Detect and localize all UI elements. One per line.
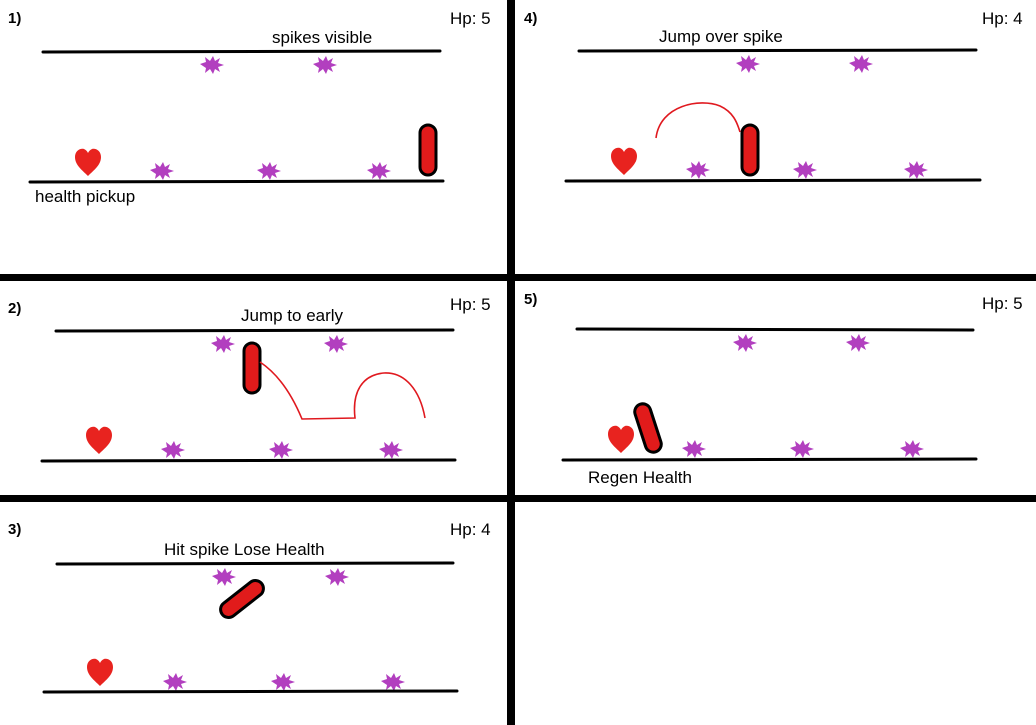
heart-icon <box>87 658 113 686</box>
spike-icon <box>790 440 814 458</box>
spike-icon <box>313 56 337 74</box>
heart-icon <box>75 148 101 176</box>
spike-icon <box>367 162 391 180</box>
spike-icon <box>686 161 710 179</box>
ceiling-line <box>575 327 975 332</box>
spike-icon <box>379 441 403 459</box>
horizontal-divider-top <box>0 274 1036 281</box>
player-icon <box>633 402 663 454</box>
heart-icon <box>608 425 634 453</box>
hp-readout: Hp: 5 <box>982 294 1023 313</box>
player-icon <box>242 341 262 395</box>
panel-footer-label: Regen Health <box>588 468 692 487</box>
spike-icon <box>733 334 757 352</box>
panel-caption: Hit spike Lose Health <box>164 540 325 559</box>
heart-icon <box>86 426 112 454</box>
panel-caption: Jump to early <box>241 306 344 325</box>
spike-icon <box>324 335 348 353</box>
player-icon <box>418 123 438 177</box>
spike-icon <box>150 162 174 180</box>
ceiling-line <box>577 48 978 53</box>
panel-3: 3) Hp: 4 Hit spike Lose Health <box>8 520 491 694</box>
spike-icon <box>793 161 817 179</box>
hp-readout: Hp: 5 <box>450 295 491 314</box>
panel-caption: Jump over spike <box>659 27 783 46</box>
spike-icon <box>325 568 349 586</box>
horizontal-divider-bottom <box>0 495 1036 502</box>
spike-icon <box>161 441 185 459</box>
floor-line <box>28 179 445 184</box>
spike-icon <box>163 673 187 691</box>
panel-number: 2) <box>8 300 21 317</box>
hp-readout: Hp: 5 <box>450 9 491 28</box>
player-icon <box>219 579 265 619</box>
panel-4: 4) Hp: 4 Jump over spike <box>524 9 1023 183</box>
heart-icon <box>611 147 637 175</box>
empty-panel <box>515 502 1036 725</box>
spike-icon <box>200 56 224 74</box>
jump-arc <box>655 102 741 139</box>
spike-icon <box>269 441 293 459</box>
panel-2: 2) Hp: 5 Jump to early <box>8 295 491 463</box>
panel-5: 5) Hp: 5 Regen Health <box>524 291 1023 487</box>
panel-number: 5) <box>524 291 537 308</box>
spike-icon <box>849 55 873 73</box>
spike-icon <box>271 673 295 691</box>
jump-trajectory <box>259 361 426 420</box>
player-icon <box>740 123 760 177</box>
ceiling-line <box>55 561 455 566</box>
panel-number: 3) <box>8 521 21 538</box>
spike-icon <box>736 55 760 73</box>
floor-line <box>42 689 459 694</box>
hp-readout: Hp: 4 <box>982 9 1023 28</box>
panel-number: 4) <box>524 10 537 27</box>
floor-line <box>40 458 457 463</box>
spike-icon <box>257 162 281 180</box>
spike-icon <box>900 440 924 458</box>
ceiling-line <box>54 328 455 333</box>
spike-icon <box>211 335 235 353</box>
spike-icon <box>846 334 870 352</box>
spike-icon <box>212 568 236 586</box>
spike-icon <box>904 161 928 179</box>
panel-1: 1) Hp: 5 spikes visible health pickup <box>8 9 491 206</box>
ceiling-line <box>41 49 442 54</box>
panel-caption: spikes visible <box>272 28 372 47</box>
floor-line <box>564 178 982 183</box>
spike-icon <box>381 673 405 691</box>
vertical-divider <box>507 0 515 725</box>
floor-line <box>561 457 978 462</box>
spike-icon <box>682 440 706 458</box>
panel-number: 1) <box>8 10 21 27</box>
hp-readout: Hp: 4 <box>450 520 491 539</box>
panel-footer-label: health pickup <box>35 187 135 206</box>
